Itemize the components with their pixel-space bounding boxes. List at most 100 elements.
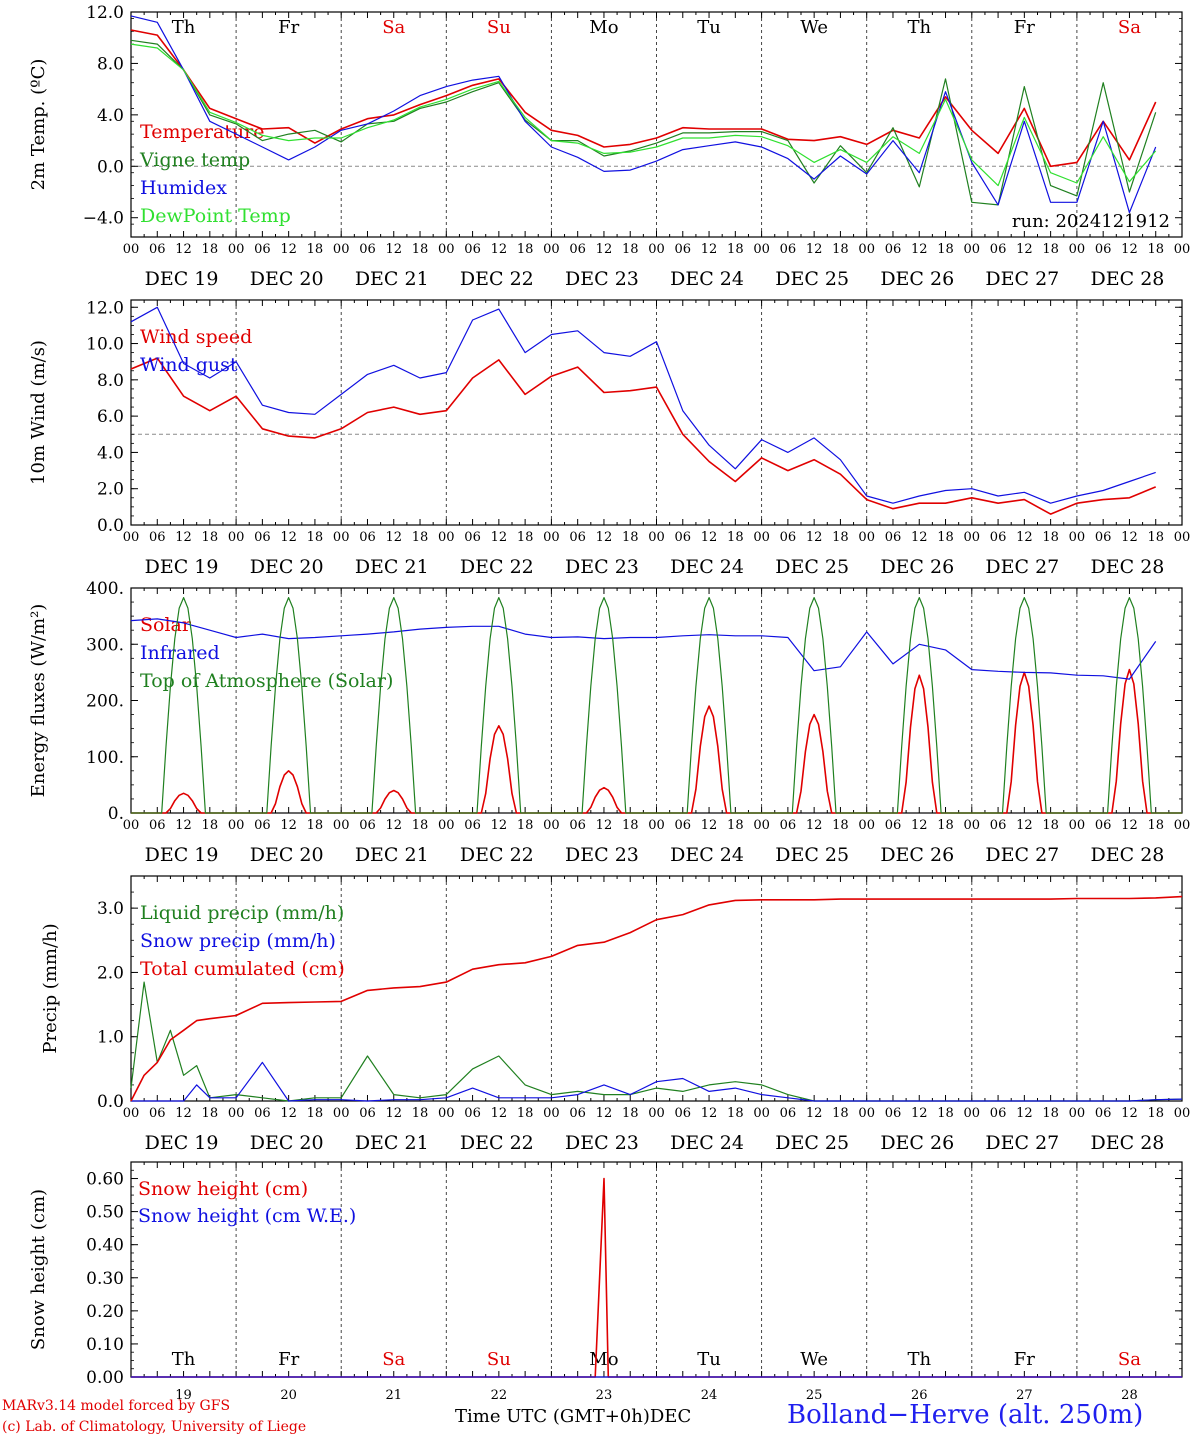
panel-1-ytick-label: 10.0: [86, 335, 124, 355]
panel-1-xtick-label: 12: [1016, 530, 1033, 545]
panel-0-xtick-label: 18: [412, 242, 429, 257]
panel-0-series-0-line: [130, 29, 1157, 168]
panel-1-date-label: DEC 25: [775, 556, 849, 578]
panel-3-xtick-label: 18: [517, 1106, 534, 1121]
panel-3-ytick-label: 1.0: [97, 1028, 124, 1048]
panel-3-xtick-label: 00: [228, 1106, 245, 1121]
panel-3-xtick-label: 12: [701, 1106, 718, 1121]
panel-4-day-number: 19: [175, 1388, 192, 1403]
panel-3-date-label: DEC 25: [775, 1132, 849, 1154]
panel-0-xtick-label: 06: [149, 242, 166, 257]
panel-0-xtick-label: 06: [254, 242, 271, 257]
panel-3-xtick-label: 00: [123, 1106, 140, 1121]
panel-2-ytick-label: 0.: [108, 804, 124, 824]
panel-0-date-label: DEC 20: [250, 268, 324, 290]
panel-3-xtick-label: 00: [648, 1106, 665, 1121]
panel-3-xtick-label: 18: [937, 1106, 954, 1121]
panel-0-legend-0: Temperature: [140, 121, 264, 143]
panel-2-xtick-label: 00: [543, 818, 560, 833]
panel-0-date-label: DEC 25: [775, 268, 849, 290]
panel-2-date-label: DEC 28: [1091, 844, 1165, 866]
panel-2-xtick-label: 06: [780, 818, 797, 833]
panel-1-ytick-label: 2.0: [97, 480, 124, 500]
panel-0-weekday-label: Su: [487, 17, 511, 38]
panel-1-xtick-label: 00: [228, 530, 245, 545]
panel-1-xtick-label: 18: [832, 530, 849, 545]
panel-4-weekday-label: Th: [172, 1349, 196, 1370]
panel-4-day-number: 20: [280, 1388, 297, 1403]
panel-1-xtick-label: 06: [675, 530, 692, 545]
panel-1-xtick-label: 18: [202, 530, 219, 545]
panel-1-date-label: DEC 21: [355, 556, 429, 578]
panel-4-day-number: 28: [1121, 1388, 1138, 1403]
panel-2-xtick-label: 12: [175, 818, 192, 833]
panel-4-ytick-label: 0.10: [86, 1335, 124, 1355]
panel-1-xtick-label: 12: [701, 530, 718, 545]
panel-3-xtick-label: 12: [1121, 1106, 1138, 1121]
panel-2-xtick-label: 18: [1042, 818, 1059, 833]
panel-3-xtick-label: 06: [885, 1106, 902, 1121]
panel-3-xtick-label: 06: [990, 1106, 1007, 1121]
panel-0-xtick-label: 12: [280, 242, 297, 257]
panel-3-xtick-label: 18: [202, 1106, 219, 1121]
panel-3-xtick-label: 06: [254, 1106, 271, 1121]
panel-3-xtick-label: 18: [307, 1106, 324, 1121]
panel-4-day-number: 27: [1016, 1388, 1033, 1403]
panel-4-day-number: 24: [701, 1388, 718, 1403]
panel-0-xtick-label: 18: [1147, 242, 1164, 257]
panel-2-series-2-line: [131, 597, 1182, 814]
panel-3-xtick-label: 06: [569, 1106, 586, 1121]
panel-4-ytick-label: 0.20: [86, 1302, 124, 1322]
panel-3-xtick-label: 18: [832, 1106, 849, 1121]
x-axis-title: Time UTC (GMT+0h)DEC: [455, 1406, 691, 1427]
panel-1-xtick-label: 00: [438, 530, 455, 545]
panel-0-legend-3: DewPoint Temp: [140, 205, 291, 227]
panel-2-frame: [130, 587, 1183, 814]
panel-0-weekday-label: Tu: [697, 17, 721, 38]
panel-1-xtick-label: 06: [464, 530, 481, 545]
panel-3-xtick-label: 06: [359, 1106, 376, 1121]
panel-4-ytick-label: 0.00: [86, 1368, 124, 1388]
panel-0-series-3-line: [130, 43, 1157, 187]
panel-4-legend-1: Snow height (cm W.E.): [138, 1205, 356, 1227]
panel-0-xtick-label: 06: [885, 242, 902, 257]
panel-4-weekday-label: Sa: [1118, 1349, 1141, 1370]
panel-1-xtick-label: 06: [1095, 530, 1112, 545]
panel-3-xtick-label: 00: [753, 1106, 770, 1121]
panel-3-date-label: DEC 27: [985, 1132, 1059, 1154]
panel-1-date-label: DEC 26: [880, 556, 954, 578]
panel-3-xtick-label: 18: [727, 1106, 744, 1121]
x-axis-month: DEC: [649, 1406, 692, 1427]
panel-4-day-number: 25: [806, 1388, 823, 1403]
panel-2-xtick-label: 18: [622, 818, 639, 833]
panel-3-legend-0: Liquid precip (mm/h): [140, 902, 344, 924]
panel-3-legend-1: Snow precip (mm/h): [140, 930, 336, 952]
panel-0-xtick-label: 00: [964, 242, 981, 257]
panel-2-date-label: DEC 19: [145, 844, 219, 866]
panel-3-xtick-label: 06: [464, 1106, 481, 1121]
panel-3-series-2-line: [130, 895, 1183, 1102]
panel-1-xtick-label: 12: [280, 530, 297, 545]
panel-1-xtick-label: 06: [254, 530, 271, 545]
panel-2-ylabel: Energy fluxes (W/m²): [28, 604, 49, 798]
panel-2-xtick-label: 06: [359, 818, 376, 833]
panel-4-legend-0: Snow height (cm): [138, 1178, 308, 1200]
panel-4-day-number: 21: [385, 1388, 402, 1403]
panel-0-xtick-label: 12: [1121, 242, 1138, 257]
panel-0-xtick-label: 06: [675, 242, 692, 257]
panel-2-date-label: DEC 23: [565, 844, 639, 866]
panel-2-ytick-label: 100.: [86, 748, 124, 768]
panel-3-xtick-label: 00: [1069, 1106, 1086, 1121]
panel-3-date-label: DEC 28: [1091, 1132, 1165, 1154]
panel-3-xtick-label: 18: [622, 1106, 639, 1121]
panel-0-legend-1: Vigne temp: [139, 149, 250, 171]
panel-2-date-label: DEC 27: [985, 844, 1059, 866]
panel-2-xtick-label: 06: [1095, 818, 1112, 833]
panel-1-xtick-label: 00: [858, 530, 875, 545]
panel-3-xtick-label: 12: [806, 1106, 823, 1121]
panel-0-xtick-label: 18: [1042, 242, 1059, 257]
panel-3-xtick-label: 12: [280, 1106, 297, 1121]
panel-2-xtick-label: 00: [228, 818, 245, 833]
panel-2-date-label: DEC 20: [250, 844, 324, 866]
panel-2-xtick-label: 18: [727, 818, 744, 833]
